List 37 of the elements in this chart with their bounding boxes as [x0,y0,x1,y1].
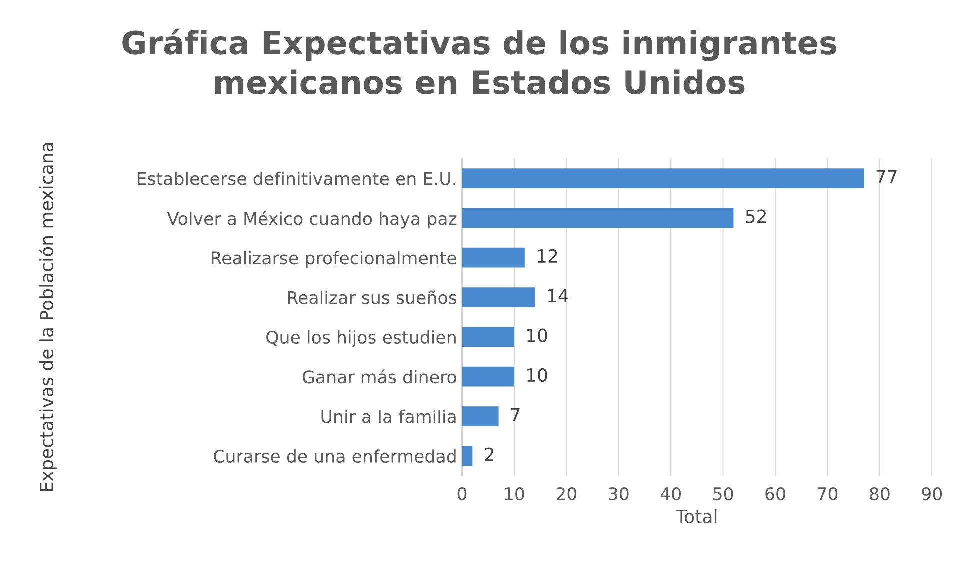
bar [462,248,525,268]
bar [462,168,864,188]
data-label: 10 [528,368,548,382]
x-tick-label: 10 [505,487,524,501]
data-label: 14 [548,289,568,302]
y-axis-title: Expectativas de la Población mexicana [38,143,58,492]
y-tick-label: Establecerse definitivamente en E.U. [138,172,456,186]
y-tick-label: Volver a México cuando haya paz [167,211,457,229]
data-label: 2 [485,448,494,462]
bar [462,446,473,466]
x-tick-label: 50 [714,487,734,501]
bar [462,406,499,426]
x-axis-title: Total [676,509,717,524]
data-label: 77 [876,170,897,184]
y-tick-label: Realizarse profecionalmente [212,251,456,268]
x-tick-label: 80 [870,487,890,501]
x-tick-label: 70 [818,487,838,501]
x-tick-label: 0 [458,487,467,501]
bar [462,366,514,387]
y-tick-label: Realizar sus sueños [288,290,457,304]
chart-title: Gráfica Expectativas de los inmigrantes mexicanos en Estados Unidos [122,28,836,95]
data-label: 12 [538,249,558,263]
y-tick-label: Unir a la familia [322,410,456,424]
bar [462,208,734,228]
y-tick-label: Curarse de una enfermedad [214,450,456,464]
bar [462,288,536,308]
data-label: 10 [528,328,548,342]
data-label: 52 [746,210,766,224]
y-tick-label: Que los hijos estudien [266,330,456,348]
bar [462,327,514,348]
data-label: 7 [511,408,520,422]
x-tick-label: 60 [766,487,786,501]
x-tick-label: 20 [556,487,577,501]
x-tick-label: 90 [922,487,942,501]
y-tick-label: Ganar más dinero [302,370,456,384]
x-tick-label: 40 [660,487,681,501]
x-tick-label: 30 [609,487,629,501]
